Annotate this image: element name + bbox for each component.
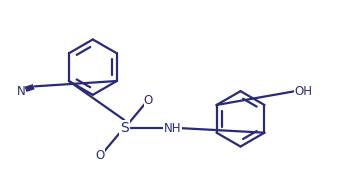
Text: O: O: [144, 94, 153, 107]
Text: S: S: [120, 121, 129, 135]
Text: OH: OH: [294, 85, 312, 98]
Text: O: O: [96, 149, 105, 162]
Text: NH: NH: [163, 122, 181, 135]
Text: N: N: [17, 85, 25, 98]
